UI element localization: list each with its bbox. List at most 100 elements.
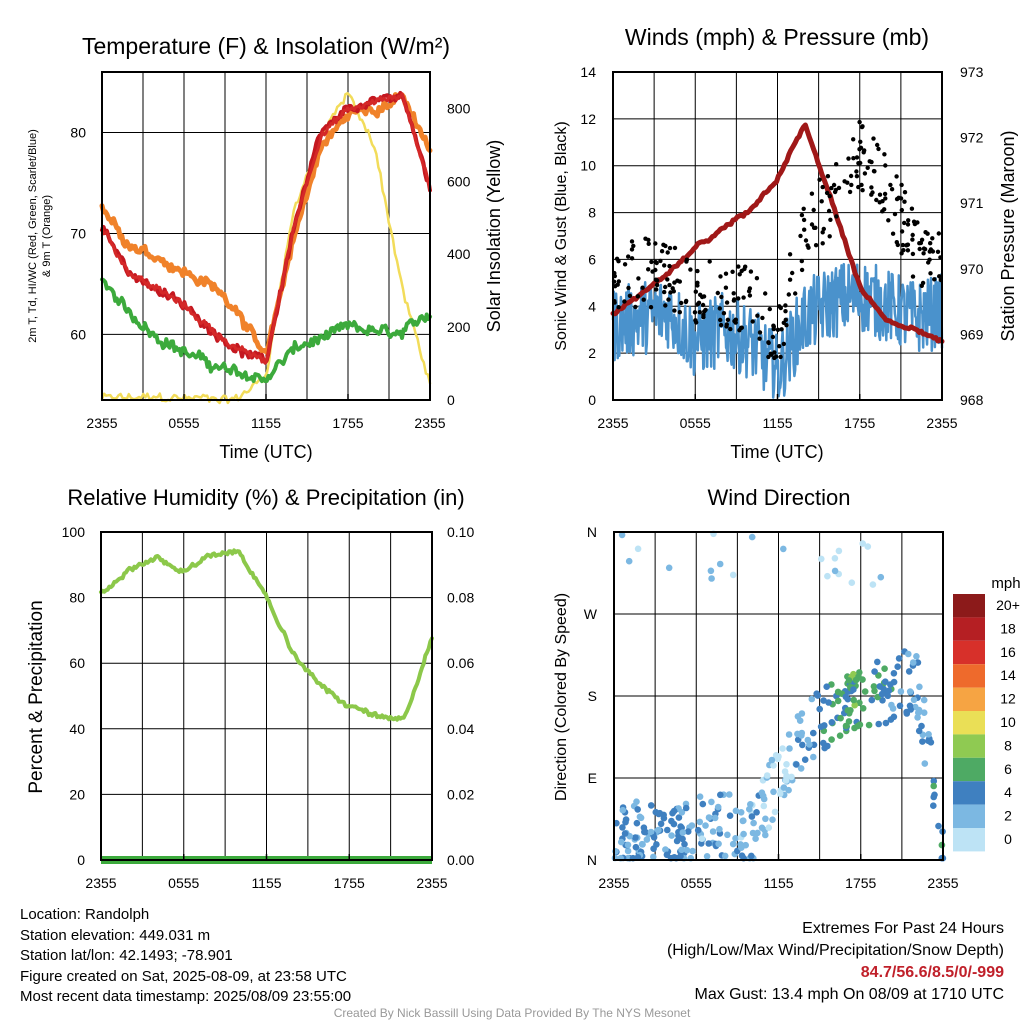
direction-point <box>828 736 835 743</box>
direction-point <box>890 670 898 677</box>
direction-point <box>828 719 836 726</box>
direction-point <box>770 788 777 796</box>
gust-point <box>736 296 741 301</box>
colorbar-swatch <box>953 781 985 805</box>
gust-point <box>633 304 638 310</box>
direction-point <box>780 545 787 553</box>
direction-point <box>798 732 805 739</box>
direction-point <box>920 709 928 716</box>
gust-point <box>755 313 760 318</box>
direction-point <box>816 705 823 713</box>
gust-point <box>899 182 904 188</box>
gust-point <box>739 325 744 330</box>
gust-point <box>799 258 804 264</box>
gust-point <box>724 324 729 329</box>
direction-point <box>716 560 724 568</box>
temperature-series <box>99 90 433 405</box>
direction-point <box>762 831 769 839</box>
direction-point <box>915 727 923 735</box>
gust-point <box>701 294 707 299</box>
gust-point <box>857 119 862 125</box>
gust-point <box>918 240 924 246</box>
gust-point <box>923 230 928 235</box>
gust-point <box>783 309 788 314</box>
direction-point <box>715 840 722 848</box>
gust-point <box>910 251 916 257</box>
gust-point <box>662 289 667 295</box>
gust-point <box>626 254 631 259</box>
gust-point <box>813 225 818 230</box>
gust-point <box>874 197 879 203</box>
direction-point <box>729 571 737 579</box>
humidity-grid <box>101 532 432 860</box>
direction-point <box>763 772 771 779</box>
humidity-y-tick-label: 20 <box>69 786 85 802</box>
gust-point <box>748 269 754 274</box>
direction-point <box>844 707 852 714</box>
gust-point <box>760 315 765 321</box>
gust-point <box>910 237 915 242</box>
gust-point <box>654 282 660 288</box>
humidity-line <box>99 548 434 722</box>
gust-point <box>829 185 834 191</box>
direction-point <box>683 846 691 854</box>
direction-point <box>726 791 733 798</box>
temperature-x-tick-label: 2355 <box>86 415 117 431</box>
gust-point <box>783 317 788 322</box>
direction-point <box>748 813 756 820</box>
gust-point <box>859 124 865 130</box>
gust-point <box>693 318 698 323</box>
gust-point <box>922 247 928 252</box>
gust-point <box>845 180 850 185</box>
direction-point <box>810 729 817 737</box>
direction-point <box>799 741 806 749</box>
gust-point <box>743 264 748 269</box>
colorbar-swatch <box>953 594 985 618</box>
direction-point <box>740 830 747 838</box>
gust-point <box>672 308 677 313</box>
gust-point <box>728 326 733 332</box>
gust-point <box>627 293 633 298</box>
direction-point <box>882 719 890 727</box>
direction-point <box>647 802 655 809</box>
direction-point <box>634 854 642 861</box>
gust-point <box>693 289 698 294</box>
colorbar-label: 10 <box>1000 714 1016 730</box>
colorbar-swatch <box>953 640 985 665</box>
colorbar-label: 0 <box>1004 831 1012 847</box>
colorbar-label: 6 <box>1004 761 1012 777</box>
gust-point <box>890 231 896 236</box>
gust-point <box>928 271 933 276</box>
gust-point <box>622 299 627 304</box>
direction-point <box>925 731 932 738</box>
direction-point <box>903 708 910 716</box>
direction-point <box>760 802 768 810</box>
wind-direction-y-tick-label: N <box>587 524 597 540</box>
extremes-info: Extremes For Past 24 Hours (High/Low/Max… <box>667 918 1004 1006</box>
direction-point <box>633 819 641 827</box>
winds-panel-title: Winds (mph) & Pressure (mb) <box>625 24 929 50</box>
gust-point <box>888 182 893 188</box>
gust-point <box>935 249 941 254</box>
direction-point <box>810 753 817 761</box>
colorbar-swatch <box>953 828 985 852</box>
gust-point <box>802 227 807 232</box>
gust-point <box>928 241 933 246</box>
gust-point <box>665 277 670 282</box>
gust-point <box>848 173 854 179</box>
colorbar-swatch <box>953 664 985 688</box>
gust-point <box>902 199 907 204</box>
winds-y-tick-label: 8 <box>588 205 596 221</box>
precipitation-y-tick-label: 0.04 <box>447 721 474 737</box>
direction-point <box>935 822 942 830</box>
gust-point <box>871 136 876 141</box>
gust-point <box>806 245 811 250</box>
gust-point <box>715 290 720 296</box>
direction-point <box>855 673 862 680</box>
gust-point <box>731 298 737 303</box>
gust-point <box>659 249 665 254</box>
winds-right-axis-label: Station Pressure (Maroon) <box>998 130 1018 341</box>
gust-point <box>882 191 888 197</box>
gust-point <box>856 184 861 190</box>
